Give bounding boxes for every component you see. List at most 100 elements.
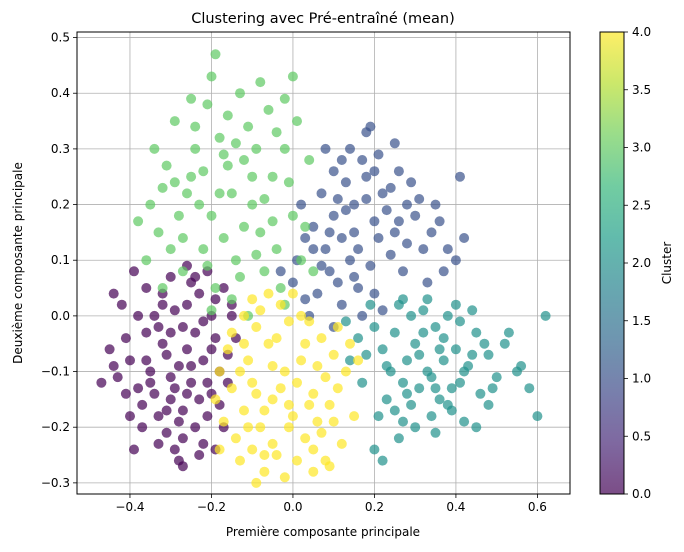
scatter-point-cluster-0 [112, 372, 123, 383]
scatter-point-cluster-0 [125, 411, 135, 422]
x-tick-label: 0.2 [365, 500, 384, 514]
scatter-point-cluster-3 [287, 71, 298, 82]
scatter-point-cluster-1 [398, 266, 408, 277]
scatter-point-cluster-4 [279, 366, 290, 377]
scatter-point-cluster-4 [308, 444, 319, 455]
scatter-point-cluster-4 [328, 349, 339, 360]
scatter-point-cluster-3 [173, 210, 184, 221]
scatter-point-cluster-3 [300, 221, 311, 232]
scatter-point-cluster-3 [304, 155, 315, 165]
scatter-point-cluster-4 [292, 377, 302, 388]
scatter-point-cluster-0 [218, 283, 229, 293]
scatter-point-cluster-4 [251, 477, 262, 488]
scatter-point-cluster-3 [202, 99, 213, 110]
scatter-point-cluster-4 [235, 366, 245, 377]
scatter-point-cluster-0 [190, 422, 201, 433]
scatter-point-cluster-3 [210, 49, 221, 60]
scatter-point-cluster-0 [177, 322, 188, 332]
scatter-point-cluster-2 [410, 422, 421, 433]
scatter-point-cluster-2 [442, 310, 453, 321]
scatter-point-cluster-3 [161, 160, 172, 171]
y-tick-label: 0.5 [51, 31, 70, 45]
scatter-point-cluster-4 [316, 333, 327, 344]
scatter-point-cluster-2 [426, 372, 437, 383]
scatter-point-cluster-4 [243, 422, 254, 433]
scatter-point-cluster-0 [177, 405, 188, 416]
scatter-point-cluster-1 [349, 227, 360, 238]
scatter-point-cluster-2 [414, 349, 425, 360]
scatter-point-cluster-4 [214, 366, 225, 377]
scatter-point-cluster-1 [320, 143, 331, 154]
scatter-point-cluster-3 [214, 132, 225, 143]
scatter-point-cluster-2 [357, 377, 368, 388]
scatter-point-cluster-2 [467, 349, 478, 360]
scatter-point-cluster-2 [491, 372, 502, 383]
scatter-point-cluster-0 [202, 377, 213, 388]
scatter-point-cluster-2 [524, 383, 535, 394]
scatter-point-cluster-3 [292, 116, 302, 127]
scatter-point-cluster-1 [287, 277, 298, 288]
scatter-point-cluster-3 [243, 121, 254, 132]
scatter-point-cluster-0 [108, 361, 119, 371]
scatter-point-cluster-0 [186, 377, 197, 388]
scatter-point-cluster-1 [345, 143, 355, 154]
scatter-point-cluster-1 [300, 233, 311, 243]
scatter-point-cluster-4 [304, 316, 315, 327]
scatter-point-cluster-3 [279, 143, 290, 154]
scatter-point-cluster-2 [398, 416, 408, 427]
colorbar-tick-label: 2.0 [632, 256, 651, 270]
scatter-point-cluster-2 [516, 361, 527, 371]
scatter-point-cluster-3 [259, 194, 270, 204]
scatter-point-cluster-1 [336, 155, 347, 165]
scatter-point-cluster-3 [202, 260, 213, 271]
scatter-point-cluster-0 [137, 399, 148, 410]
scatter-point-cluster-2 [434, 394, 445, 405]
colorbar-tick-label: 1.5 [632, 314, 651, 328]
scatter-point-cluster-2 [345, 355, 355, 366]
scatter-point-cluster-1 [422, 277, 433, 288]
scatter-point-cluster-0 [165, 327, 176, 338]
scatter-point-cluster-3 [190, 143, 201, 154]
scatter-point-cluster-2 [381, 361, 392, 371]
scatter-point-cluster-2 [459, 366, 470, 377]
scatter-point-cluster-2 [340, 316, 351, 327]
scatter-point-cluster-4 [283, 399, 294, 410]
scatter-point-cluster-3 [177, 233, 188, 243]
scatter-point-cluster-1 [349, 271, 360, 282]
scatter-point-cluster-0 [141, 327, 152, 338]
scatter-point-cluster-1 [275, 266, 286, 277]
scatter-point-cluster-1 [385, 249, 396, 260]
scatter-point-cluster-0 [149, 388, 160, 399]
scatter-point-cluster-0 [161, 349, 172, 360]
scatter-point-cluster-1 [320, 244, 331, 255]
x-tick-label: 0.0 [283, 500, 302, 514]
scatter-point-cluster-1 [459, 233, 470, 243]
scatter-point-cluster-4 [308, 388, 319, 399]
scatter-point-cluster-4 [336, 438, 347, 449]
scatter-point-cluster-2 [406, 310, 417, 321]
scatter-point-cluster-2 [540, 310, 551, 321]
scatter-point-cluster-4 [324, 461, 335, 472]
scatter-point-cluster-1 [381, 205, 392, 216]
scatter-point-cluster-3 [308, 266, 319, 277]
scatter-point-cluster-1 [324, 266, 335, 277]
x-tick-label: −0.4 [115, 500, 144, 514]
scatter-point-cluster-4 [316, 427, 327, 438]
scatter-point-cluster-0 [190, 271, 201, 282]
scatter-point-cluster-2 [455, 377, 465, 388]
scatter-point-cluster-0 [177, 461, 188, 472]
scatter-point-cluster-0 [108, 288, 119, 299]
scatter-point-cluster-3 [271, 244, 282, 255]
y-tick-label: 0.2 [51, 198, 70, 212]
scatter-point-cluster-4 [243, 355, 254, 366]
scatter-point-cluster-0 [198, 316, 209, 327]
scatter-point-cluster-4 [279, 472, 290, 483]
scatter-point-cluster-0 [198, 355, 209, 366]
scatter-point-cluster-4 [259, 405, 270, 416]
scatter-point-cluster-2 [430, 383, 441, 394]
scatter-point-cluster-4 [263, 288, 274, 299]
y-axis-label: Deuxième composante principale [11, 162, 25, 364]
scatter-point-cluster-2 [418, 305, 429, 316]
